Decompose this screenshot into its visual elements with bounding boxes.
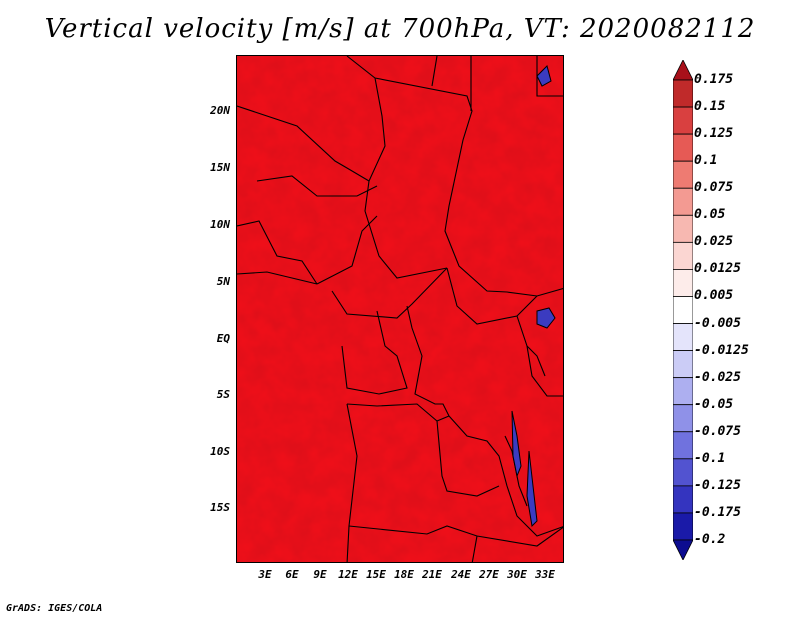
rising-motion-field: [237, 56, 563, 562]
lat-label-15s: 15S: [210, 501, 230, 514]
lon-label-33e: 33E: [535, 568, 555, 581]
lon-label-27e: 27E: [479, 568, 499, 581]
colorbar-segment: [673, 404, 693, 433]
colorbar-label: -0.0125: [694, 342, 749, 358]
colorbar-segment: [673, 458, 693, 487]
lat-label-10s: 10S: [210, 445, 230, 458]
lat-label-5n: 5N: [216, 275, 230, 288]
colorbar-segment: [673, 214, 693, 243]
colorbar-label: 0.125: [694, 126, 734, 142]
colorbar-label: 0.075: [694, 180, 734, 196]
lon-label-30e: 30E: [507, 568, 527, 581]
footer-credit: GrADS: IGES/COLA: [6, 603, 103, 614]
colorbar-label: -0.005: [694, 315, 741, 331]
colorbar: [673, 60, 693, 560]
lon-label-24e: 24E: [451, 568, 471, 581]
colorbar-label: -0.2: [694, 532, 726, 547]
colorbar-segment: [673, 323, 693, 351]
colorbar-label: -0.05: [694, 396, 734, 412]
vertical-velocity-field: [237, 56, 563, 562]
lat-label-15n: 15N: [210, 161, 230, 174]
map-panel: [236, 55, 564, 563]
colorbar-segment: [673, 79, 693, 108]
colorbar-label: 0.025: [694, 234, 734, 250]
lon-label-3e: 3E: [258, 568, 272, 581]
colorbar-segment: [673, 431, 693, 460]
lon-label-21e: 21E: [422, 568, 442, 581]
colorbar-segment: [673, 241, 693, 270]
colorbar-label: -0.1: [694, 450, 726, 466]
colorbar-segment: [673, 296, 693, 324]
colorbar-label: -0.125: [694, 477, 741, 493]
colorbar-label: -0.175: [694, 504, 741, 520]
colorbar-label: 0.0125: [694, 261, 741, 277]
colorbar-cap-top: [673, 60, 693, 81]
colorbar-segment: [673, 106, 693, 135]
lon-label-18e: 18E: [394, 568, 414, 581]
colorbar-label: -0.025: [694, 369, 741, 385]
colorbar-segment: [673, 160, 693, 189]
lon-label-9e: 9E: [313, 568, 327, 581]
colorbar-segment: [673, 485, 693, 514]
colorbar-segment: [673, 133, 693, 162]
lat-label-eq: EQ: [216, 332, 230, 345]
colorbar-cap-bottom: [673, 539, 693, 560]
colorbar-segment: [673, 377, 693, 406]
country-borders: [237, 56, 563, 562]
colorbar-segment: [673, 512, 693, 541]
colorbar-segment: [673, 350, 693, 379]
lon-label-12e: 12E: [338, 568, 358, 581]
lat-label-10n: 10N: [210, 218, 230, 231]
lon-label-15e: 15E: [366, 568, 386, 581]
lat-label-20n: 20N: [210, 104, 230, 117]
lat-label-5s: 5S: [216, 388, 230, 401]
colorbar-segment: [673, 269, 693, 297]
colorbar-label: 0.1: [694, 153, 718, 169]
colorbar-label: 0.175: [694, 72, 734, 87]
lon-label-6e: 6E: [285, 568, 299, 581]
colorbar-label: -0.075: [694, 423, 741, 439]
colorbar-label: 0.05: [694, 207, 726, 223]
colorbar-label: 0.15: [694, 99, 726, 115]
chart-title: Vertical velocity [m/s] at 700hPa, VT: 2…: [44, 14, 756, 44]
lakes: [511, 65, 556, 528]
colorbar-segment: [673, 187, 693, 216]
colorbar-label: 0.005: [694, 288, 734, 304]
